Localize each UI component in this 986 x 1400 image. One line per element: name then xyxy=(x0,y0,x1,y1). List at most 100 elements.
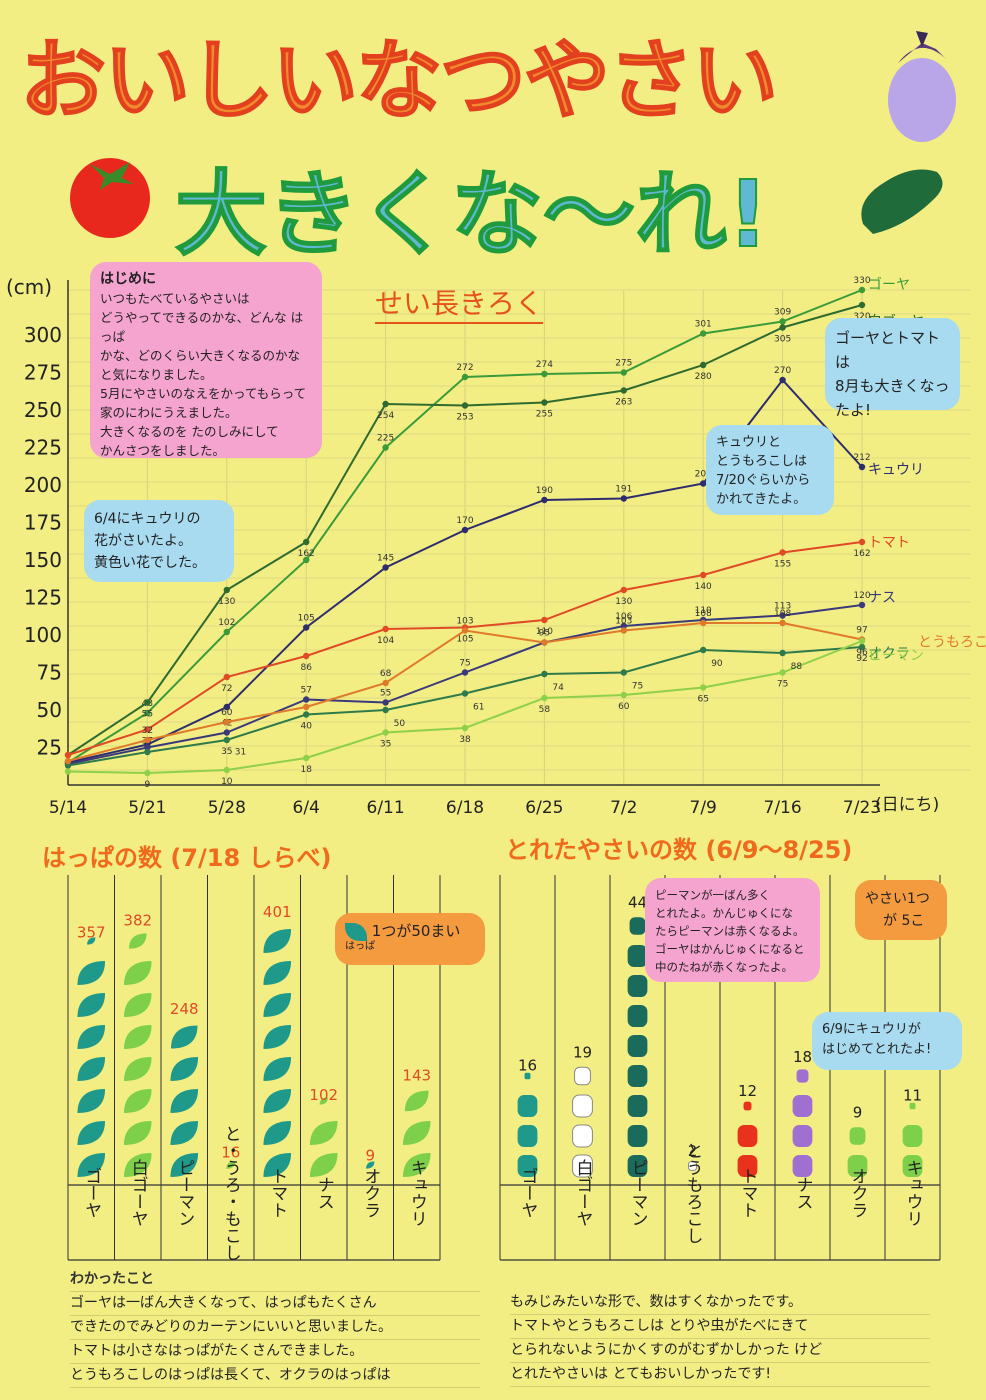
bar-value-label: 248 xyxy=(170,1000,199,1018)
eggplant-icon xyxy=(888,31,956,142)
category-label: キュウリ xyxy=(407,1159,427,1227)
data-label: 65 xyxy=(697,695,708,705)
data-label: 120 xyxy=(853,591,870,601)
vegetable-mark xyxy=(792,1095,813,1117)
data-point xyxy=(64,751,72,759)
data-point xyxy=(303,703,310,711)
leaf-mark xyxy=(263,1025,292,1049)
data-label: 108 xyxy=(774,609,791,619)
main-title: おいしいなつやさい xyxy=(19,30,779,132)
data-label: 60 xyxy=(618,702,630,712)
x-tick-label: 7/23 xyxy=(843,798,881,818)
data-label: 110 xyxy=(536,627,553,637)
data-point xyxy=(779,649,786,657)
data-point xyxy=(779,669,786,676)
series-name-label: キュウリ xyxy=(868,462,924,478)
data-label: 190 xyxy=(536,486,553,496)
data-label: 255 xyxy=(536,410,553,420)
data-point xyxy=(64,757,72,765)
bar-value-label: 18 xyxy=(793,1048,812,1066)
bar-value-label: 102 xyxy=(309,1086,338,1104)
leaf-mark xyxy=(263,1153,292,1177)
data-point xyxy=(858,463,866,471)
data-point xyxy=(461,373,469,381)
bar-value-label: 44 xyxy=(628,893,647,911)
bar-value-label: 143 xyxy=(402,1066,431,1084)
vegetable-mark xyxy=(627,1125,648,1147)
data-label: 92 xyxy=(856,654,867,664)
findings-line: とうもろこしのはっぱは長くて、オクラのはっぱは xyxy=(70,1364,480,1388)
data-label: 40 xyxy=(300,722,312,732)
data-label: 272 xyxy=(456,363,473,373)
leaf-mark xyxy=(77,1089,106,1113)
kyuri-harvest-note: 6/9にキュウリが はじめてとれたよ! xyxy=(812,1012,962,1070)
data-label: 145 xyxy=(377,554,394,564)
data-point xyxy=(858,301,866,309)
data-point xyxy=(620,669,627,676)
x-tick-label: 6/4 xyxy=(293,798,320,818)
leaf-section-title: はっぱの数 (7/18 しらべ) xyxy=(42,844,332,872)
series-name-label: ゴーヤ xyxy=(868,276,910,293)
leaf-mark xyxy=(123,1153,152,1177)
leaf-mark xyxy=(77,1057,106,1081)
data-label: 201 xyxy=(695,470,712,480)
vegetable-mark xyxy=(792,1125,813,1147)
intro-note-line: 大きくなるのを たのしみにして xyxy=(100,424,279,439)
data-point xyxy=(303,754,310,762)
data-label: 140 xyxy=(695,582,712,592)
bar-value-label: 9 xyxy=(365,1147,375,1165)
findings-line: とられないようにかくすのがむずかしかった けど xyxy=(510,1339,930,1363)
series-name-label: ピーマン xyxy=(868,648,924,664)
bar-value-label: 11 xyxy=(903,1087,922,1105)
vegetable-mark xyxy=(627,945,648,967)
leaf-mark xyxy=(77,1153,106,1177)
leaf-mark xyxy=(77,993,106,1017)
data-point xyxy=(779,318,786,325)
intro-note-line: 家のにわにうえました。 xyxy=(100,405,238,420)
data-label: 305 xyxy=(774,335,791,345)
note-line: たらピーマンは赤くなるよ。 xyxy=(655,924,805,938)
findings-line: できたのでみどりのカーテンにいいと思いました。 xyxy=(70,1316,480,1340)
y-tick-label: 300 xyxy=(24,323,62,347)
data-point xyxy=(541,370,548,378)
data-label: 280 xyxy=(695,372,712,382)
data-point xyxy=(223,718,230,726)
data-point xyxy=(382,729,389,736)
data-point xyxy=(541,670,548,678)
x-tick-label: 7/16 xyxy=(764,798,802,818)
vegetable-mark xyxy=(572,1094,593,1118)
bar-value-label: 12 xyxy=(738,1082,757,1100)
vegetable-mark xyxy=(847,1155,868,1177)
vegetable-mark xyxy=(517,1095,538,1117)
data-point xyxy=(620,691,627,699)
data-point xyxy=(223,628,230,636)
findings-line: トマトやとうもろこしは とりや虫がたべにきて xyxy=(510,1315,930,1339)
data-point xyxy=(541,616,548,624)
leaf-unit-note: 1つが50まい はっぱ xyxy=(335,913,485,965)
data-point xyxy=(303,652,310,660)
data-point xyxy=(303,538,310,546)
data-point xyxy=(620,627,627,634)
x-tick-label: 5/14 xyxy=(49,798,87,818)
leaf-mark xyxy=(366,1161,375,1169)
category-label: トマト xyxy=(267,1168,287,1219)
x-tick-label: 6/11 xyxy=(367,798,405,818)
vegetable-mark xyxy=(572,1124,593,1148)
bar-value-label: 382 xyxy=(123,912,152,930)
vegetable-mark xyxy=(743,1101,752,1111)
data-label: 18 xyxy=(300,765,312,775)
leaf-mark xyxy=(170,1121,199,1145)
leaf-mark xyxy=(309,1153,338,1177)
note-line: はじめてとれたよ! xyxy=(822,1042,932,1057)
intro-note-line: いつもたべているやさいは xyxy=(100,291,250,306)
series-name-label: とうもろこし xyxy=(918,635,986,651)
data-label: 35 xyxy=(380,740,391,750)
data-point xyxy=(461,690,469,697)
category-label: ゴーヤ xyxy=(518,1167,538,1218)
vegetable-mark xyxy=(517,1125,538,1147)
cucumber-icon xyxy=(861,169,943,234)
vegetable-mark xyxy=(737,1155,758,1177)
data-point xyxy=(461,402,469,409)
leaf-unit-label: 1つが50まい xyxy=(371,922,461,940)
vegetable-mark xyxy=(627,1035,648,1057)
